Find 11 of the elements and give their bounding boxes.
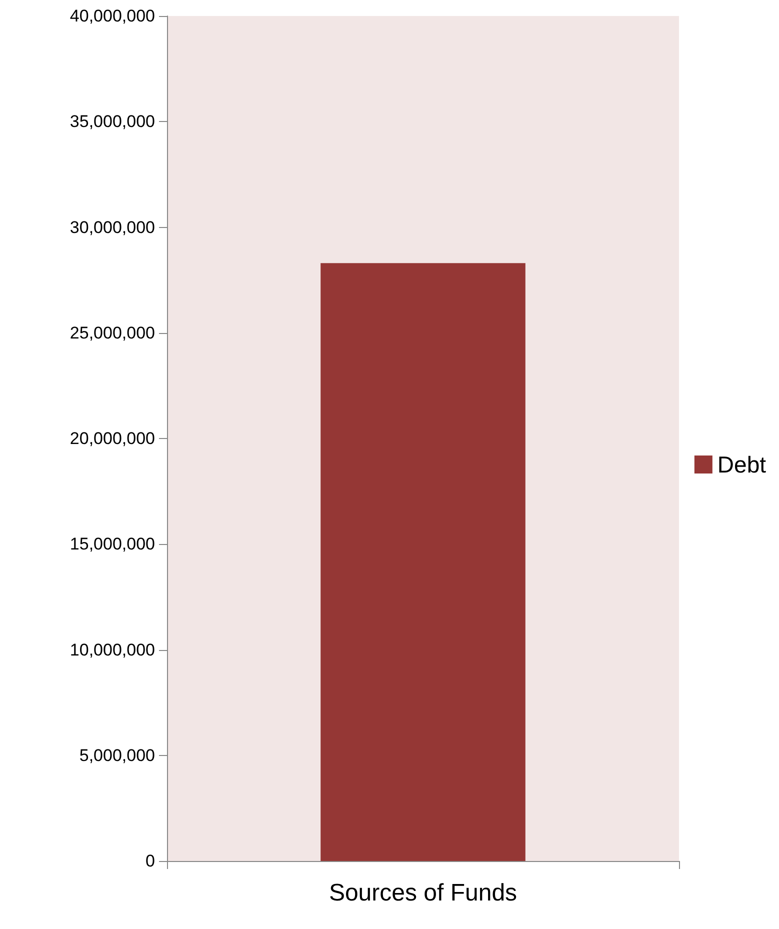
- y-tick-label: 20,000,000: [70, 429, 155, 448]
- y-tick-label: 35,000,000: [70, 112, 155, 132]
- y-tick-label: 15,000,000: [70, 534, 155, 554]
- legend-label: Debt: [717, 452, 767, 478]
- y-tick-label: 30,000,000: [70, 218, 155, 237]
- y-tick-label: 10,000,000: [70, 640, 155, 660]
- y-tick-label: 40,000,000: [70, 6, 155, 26]
- y-tick-label: 25,000,000: [70, 323, 155, 342]
- x-tick-label: Sources of Funds: [328, 880, 518, 906]
- y-tick-label: 0: [146, 852, 155, 870]
- y-tick-label: 5,000,000: [79, 746, 155, 765]
